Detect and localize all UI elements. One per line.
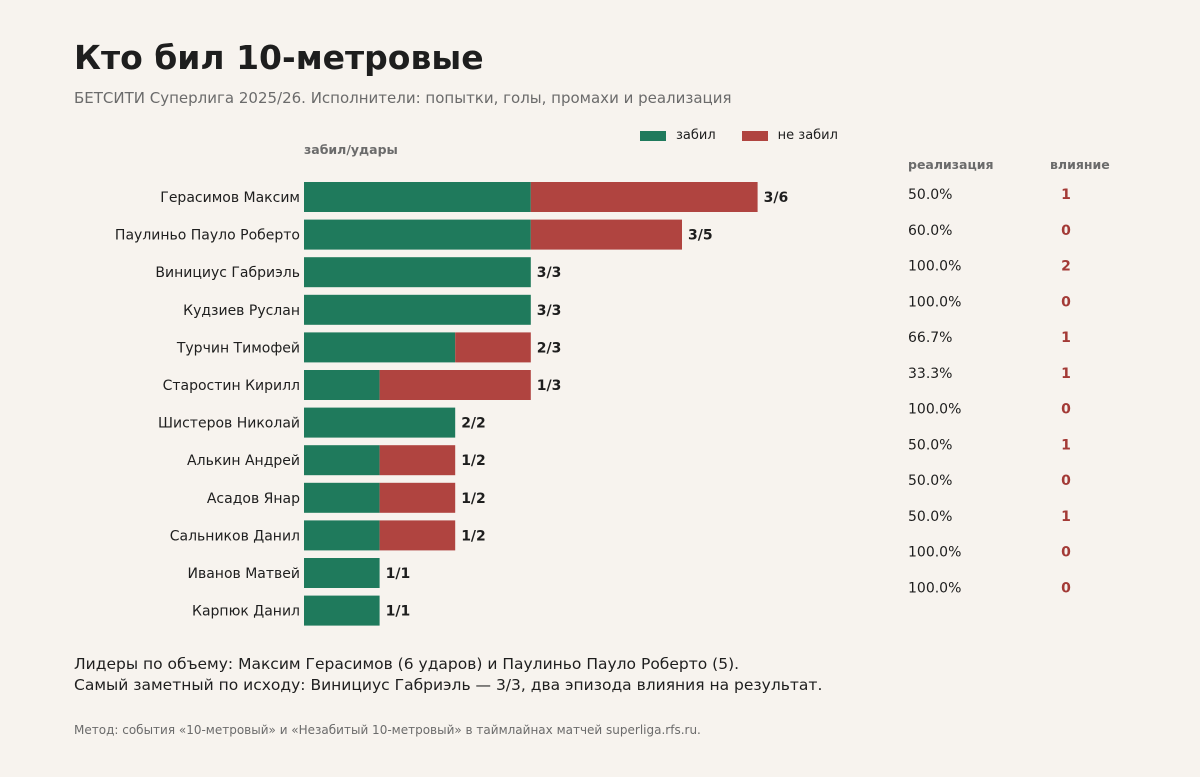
category-label: Шистеров Николай	[158, 416, 300, 432]
bar-data-label: 3/6	[764, 190, 789, 206]
note-leaders: Лидеры по объему: Максим Герасимов (6 уд…	[74, 655, 740, 673]
bar-scored	[304, 407, 456, 438]
bar-scored	[304, 182, 531, 212]
legend-swatch-missed	[741, 130, 768, 141]
realization-value: 100.0%	[908, 545, 961, 561]
realization-value: 33.3%	[908, 366, 952, 382]
legend-swatch-scored	[640, 130, 666, 141]
category-label: Сальников Данил	[170, 528, 300, 544]
bar-data-label: 3/3	[537, 303, 562, 319]
bar-data-label: 2/3	[537, 340, 562, 356]
page-subtitle: БЕТСИТИ Суперлига 2025/26. Исполнители: …	[74, 89, 732, 107]
category-label: Герасимов Максим	[160, 190, 300, 206]
realization-value: 100.0%	[908, 259, 961, 275]
bar-data-label: 1/1	[386, 604, 411, 620]
realization-value: 50.0%	[908, 437, 952, 453]
realization-value: 50.0%	[908, 187, 952, 203]
chart-legend: забил не забил	[640, 128, 864, 143]
impact-value: 0	[1061, 545, 1071, 561]
bar-missed	[530, 219, 682, 250]
bar-scored	[304, 482, 380, 513]
bar-data-label: 1/3	[537, 378, 562, 394]
legend-item-scored: забил	[640, 128, 716, 143]
bar-data-label: 1/2	[461, 491, 486, 507]
bar-data-label: 1/2	[461, 453, 486, 469]
impact-value: 1	[1061, 187, 1071, 203]
bar-data-label: 2/2	[461, 416, 486, 432]
bar-scored	[304, 558, 380, 588]
impact-value: 0	[1061, 580, 1071, 596]
page-title: Кто бил 10-метровые	[74, 38, 484, 77]
impact-value: 0	[1061, 402, 1071, 418]
impact-column-header: влияние	[1050, 157, 1110, 172]
bars-column-header: забил/удары	[304, 142, 398, 157]
category-label: Карпюк Данил	[192, 604, 300, 620]
bar-data-label: 1/1	[386, 566, 411, 582]
bar-scored	[304, 445, 380, 476]
bar-scored	[304, 332, 456, 363]
bar-scored	[304, 219, 531, 250]
realization-value: 100.0%	[908, 402, 961, 418]
realization-value: 50.0%	[908, 509, 952, 525]
bar-scored	[304, 370, 380, 400]
bar-scored	[304, 520, 380, 551]
impact-value: 0	[1061, 223, 1071, 239]
category-label: Алькин Андрей	[187, 453, 300, 469]
bar-data-label: 1/2	[461, 528, 486, 544]
realization-value: 66.7%	[908, 330, 952, 346]
category-label: Кудзиев Руслан	[183, 303, 300, 319]
impact-value: 1	[1061, 509, 1071, 525]
method-note: Метод: события «10-метровый» и «Незабиты…	[74, 723, 701, 737]
legend-item-missed: не забил	[741, 128, 838, 143]
bar-missed	[379, 520, 456, 551]
bar-scored	[304, 257, 531, 288]
impact-value: 0	[1061, 473, 1071, 489]
bar-missed	[379, 370, 531, 400]
category-label: Иванов Матвей	[188, 566, 301, 582]
impact-value: 1	[1061, 330, 1071, 346]
category-label: Старостин Кирилл	[163, 378, 300, 394]
bar-data-label: 3/3	[537, 265, 562, 281]
category-label: Турчин Тимофей	[176, 340, 300, 356]
category-label: Винициус Габриэль	[155, 265, 300, 281]
bar-scored	[304, 595, 380, 626]
bar-missed	[530, 182, 758, 212]
impact-value: 1	[1061, 366, 1071, 382]
impact-value: 1	[1061, 437, 1071, 453]
bar-missed	[379, 445, 456, 476]
category-label: Паулиньо Пауло Роберто	[115, 228, 300, 244]
category-label: Асадов Янар	[207, 491, 300, 507]
legend-label-missed: не забил	[777, 128, 838, 143]
realization-value: 100.0%	[908, 580, 961, 596]
realization-value: 100.0%	[908, 294, 961, 310]
realization-value: 50.0%	[908, 473, 952, 489]
note-standout: Самый заметный по исходу: Винициус Габри…	[74, 676, 823, 694]
bar-scored	[304, 294, 531, 325]
impact-value: 2	[1061, 259, 1071, 275]
bar-data-label: 3/5	[688, 228, 713, 244]
realization-value: 60.0%	[908, 223, 952, 239]
bar-missed	[379, 482, 456, 513]
impact-value: 0	[1061, 294, 1071, 310]
realization-column-header: реализация	[908, 157, 994, 172]
bar-missed	[455, 332, 531, 363]
legend-label-scored: забил	[676, 128, 716, 143]
